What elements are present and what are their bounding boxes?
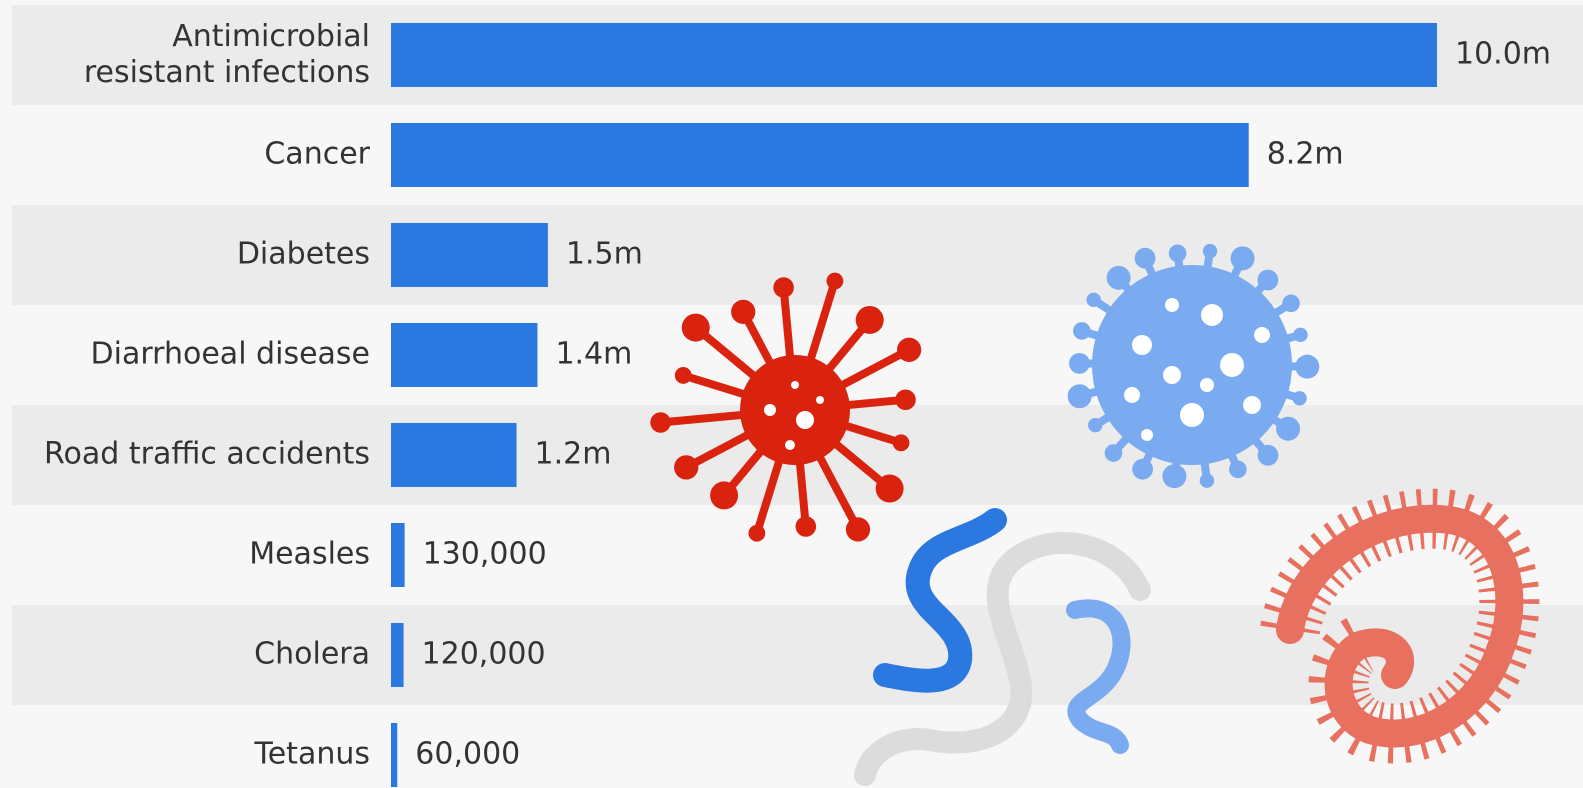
- virus-knob: [1106, 265, 1131, 290]
- value-label: 60,000: [415, 737, 520, 772]
- virus-hole: [1200, 378, 1214, 392]
- category-label: Cancer: [264, 137, 370, 172]
- virus-knob: [1162, 464, 1187, 489]
- virus-knob: [1088, 418, 1103, 433]
- virus-hole: [1132, 335, 1152, 355]
- virus-knob: [748, 524, 766, 542]
- bar: [391, 323, 538, 387]
- virus-knob: [1134, 247, 1156, 269]
- virus-knob: [1282, 294, 1300, 313]
- decoration: [854, 488, 1540, 786]
- virus-knob: [855, 305, 884, 334]
- virus-knob: [1073, 322, 1091, 340]
- virus-hole: [1254, 327, 1270, 343]
- bar: [391, 23, 1437, 87]
- value-label: 120,000: [422, 637, 546, 672]
- bar: [391, 723, 398, 787]
- virus-knob: [773, 277, 794, 298]
- virus-knob: [892, 434, 910, 452]
- value-label: 8.2m: [1267, 137, 1344, 172]
- virus-knob: [674, 367, 692, 384]
- bar: [391, 423, 517, 487]
- bacteria-blue: [873, 508, 1007, 693]
- virus-hole: [796, 411, 814, 429]
- parasite-legs: [1260, 488, 1540, 764]
- category-label: Antimicrobial resistant infections: [84, 19, 370, 90]
- virus-knob: [1069, 352, 1090, 374]
- virus-hole: [791, 381, 799, 389]
- virus-knob: [1293, 327, 1308, 343]
- bar: [391, 223, 548, 287]
- virus-knob: [1257, 444, 1279, 466]
- virus-knob: [795, 516, 817, 537]
- virus-knob: [1257, 269, 1279, 291]
- virus-knob: [1067, 384, 1092, 409]
- virus-knob: [1132, 458, 1153, 480]
- virus-hole: [1165, 298, 1179, 312]
- virus-knob: [674, 455, 699, 480]
- virus-knob: [1292, 391, 1307, 406]
- plot-area: 10.0m Antimicrobial resistant infections 8.…: [44, 19, 1551, 787]
- label-line: Antimicrobial: [172, 19, 370, 54]
- virus-hole: [1201, 304, 1223, 326]
- bar: [391, 123, 1249, 187]
- row-band: [12, 205, 1583, 305]
- category-label: Road traffic accidents: [44, 437, 370, 472]
- virus-knob: [681, 313, 710, 342]
- virus-hole: [1141, 429, 1153, 441]
- virus-knob: [1168, 244, 1187, 263]
- virus-hole: [816, 396, 824, 404]
- value-label: 130,000: [423, 537, 547, 572]
- category-label: Measles: [249, 537, 370, 572]
- value-label: 10.0m: [1455, 37, 1551, 72]
- virus-knob: [731, 299, 756, 324]
- virus-knob: [1230, 246, 1255, 271]
- virus-hole: [764, 404, 776, 416]
- bar: [391, 623, 404, 687]
- virus-hole: [1220, 353, 1244, 377]
- virus-body: [1092, 265, 1292, 465]
- bacteria-light-blue: [1066, 599, 1131, 754]
- bacteria-gray: [854, 531, 1151, 786]
- value-label: 1.4m: [555, 337, 632, 372]
- value-label: 1.5m: [566, 237, 643, 272]
- value-label: 1.2m: [535, 437, 612, 472]
- virus-knob: [1202, 243, 1218, 259]
- viruses: [650, 243, 1320, 542]
- virus-knob: [1276, 416, 1301, 441]
- virus-knob: [845, 517, 871, 542]
- virus-knob: [875, 474, 904, 503]
- virus-knob: [895, 389, 916, 410]
- virus-knob: [650, 412, 671, 433]
- virus-hole: [1243, 396, 1261, 414]
- virus-knob: [710, 481, 739, 510]
- virus-hole: [1180, 403, 1204, 427]
- bar: [391, 523, 405, 587]
- virus-knob: [1229, 460, 1247, 479]
- virus-knob: [1086, 292, 1101, 307]
- category-label: Tetanus: [254, 737, 371, 772]
- label-line: resistant infections: [84, 55, 370, 90]
- virus-hole: [1124, 387, 1140, 403]
- virus-knob: [1104, 444, 1123, 462]
- virus-hole: [1163, 366, 1181, 384]
- virus-body: [740, 355, 850, 465]
- category-label: Diabetes: [237, 237, 370, 272]
- category-label: Diarrhoeal disease: [91, 337, 370, 372]
- virus-knob: [1199, 473, 1215, 488]
- virus-knob: [1295, 354, 1320, 379]
- virus-hole: [785, 440, 795, 450]
- virus-knob: [826, 272, 844, 290]
- category-label: Cholera: [254, 637, 370, 672]
- virus-knob: [896, 337, 922, 362]
